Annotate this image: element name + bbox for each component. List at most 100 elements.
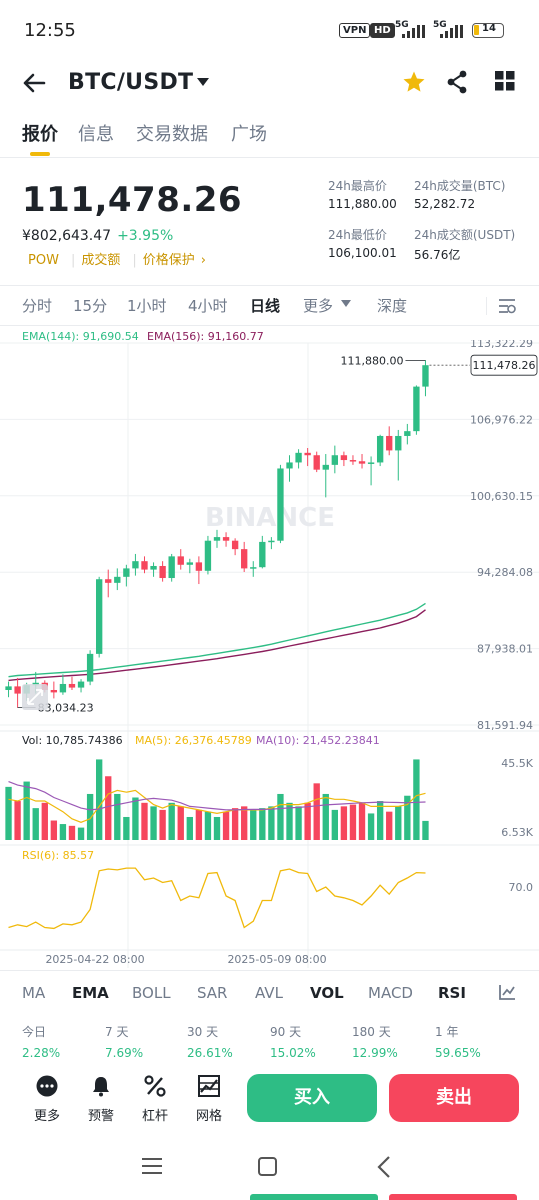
back-nav-icon[interactable] <box>377 1156 391 1178</box>
divider <box>0 157 539 158</box>
candle <box>150 565 157 570</box>
candle <box>105 579 112 583</box>
tab-quote[interactable]: 报价 <box>22 124 58 145</box>
indicator-settings-icon[interactable] <box>498 984 516 1001</box>
candle <box>86 653 94 682</box>
leverage-button[interactable]: 杠杆 <box>135 1075 175 1124</box>
volume-bar <box>50 820 58 840</box>
interval-15m[interactable]: 15分 <box>73 297 108 315</box>
ma5-line <box>8 789 426 823</box>
home-icon[interactable] <box>258 1157 277 1176</box>
volume-bar <box>14 801 21 840</box>
indicator-macd[interactable]: MACD <box>368 984 413 1002</box>
candle <box>14 686 21 694</box>
buy-button[interactable]: 买入 <box>247 1074 377 1122</box>
volume-bar <box>231 808 239 840</box>
volume-bar <box>358 802 366 840</box>
tag-links: POW | 成交额 | 价格保护 › <box>28 253 206 268</box>
interval-depth[interactable]: 深度 <box>377 297 408 315</box>
vol-btc-label: 24h成交量(BTC) <box>414 179 506 193</box>
alert-button[interactable]: 预警 <box>81 1075 121 1124</box>
tag-pow[interactable]: POW <box>28 253 59 268</box>
share-icon[interactable] <box>446 70 468 94</box>
interval-time[interactable]: 分时 <box>22 297 53 315</box>
vpn-badge: VPN <box>339 23 371 38</box>
volume-bar <box>41 802 48 840</box>
low-annotation: 83,034.23 <box>38 702 94 715</box>
tag-turnover[interactable]: 成交额 <box>81 253 121 268</box>
indicator-ma[interactable]: MA <box>22 984 46 1002</box>
volume-bar <box>395 806 402 840</box>
volume-bar <box>77 827 85 840</box>
volume-bar <box>5 786 12 840</box>
candle <box>95 579 103 654</box>
ma5-legend: MA(5): 26,376.45789 <box>135 734 252 747</box>
candle <box>68 683 76 688</box>
interval-1d[interactable]: 日线 <box>250 297 281 315</box>
volume-bar <box>59 824 67 840</box>
star-icon[interactable] <box>402 70 426 94</box>
high-annotation: 111,880.00 <box>340 354 403 367</box>
caret-down-icon[interactable] <box>341 300 351 307</box>
recent-apps-icon[interactable] <box>142 1158 162 1174</box>
indicator-avl[interactable]: AVL <box>255 984 283 1002</box>
indicator-ema[interactable]: EMA <box>72 984 109 1002</box>
tab-trading-data[interactable]: 交易数据 <box>136 124 208 145</box>
price-chart[interactable]: 113,322.29 106,976.22 100,630.15 94,284.08 8… <box>0 340 539 970</box>
indicator-rsi[interactable]: RSI <box>438 984 466 1002</box>
tab-square[interactable]: 广场 <box>231 124 267 145</box>
ema156-line <box>8 609 426 682</box>
y-tick-label: 87,938.01 <box>477 643 533 656</box>
divider <box>0 325 539 326</box>
candle <box>395 435 402 451</box>
volume-bar <box>86 793 94 840</box>
candle <box>376 435 384 463</box>
volume-bar <box>213 816 221 840</box>
perf-label-today: 今日 <box>22 1025 47 1039</box>
candle <box>286 462 293 469</box>
rsi-line <box>8 867 426 930</box>
watermark: BINANCE <box>205 503 335 533</box>
perf-label-180d: 180 天 <box>352 1025 391 1039</box>
sell-button[interactable]: 卖出 <box>389 1074 519 1122</box>
tag-price-protection[interactable]: 价格保护 <box>142 253 195 268</box>
volume-bar <box>404 795 411 840</box>
leverage-label: 杠杆 <box>141 1109 168 1124</box>
candle <box>114 576 121 583</box>
indicator-vol[interactable]: VOL <box>310 984 344 1002</box>
percent-icon <box>144 1075 166 1097</box>
volume-bar <box>141 802 148 840</box>
volume-bar <box>105 776 112 840</box>
candle <box>413 386 420 432</box>
more-button[interactable]: 更多 <box>27 1075 67 1124</box>
more-label: 更多 <box>33 1109 60 1124</box>
header: BTC/USDT <box>0 60 539 105</box>
candle <box>186 562 193 565</box>
volume-bar <box>268 806 275 840</box>
tab-info[interactable]: 信息 <box>78 124 114 145</box>
candle <box>404 431 411 436</box>
divider <box>0 970 539 971</box>
volume-bar <box>349 804 357 840</box>
price-cny: ¥802,643.47 +3.95% <box>22 228 173 244</box>
back-arrow-icon[interactable] <box>22 72 46 94</box>
interval-4h[interactable]: 4小时 <box>188 297 228 315</box>
layout-grid-icon[interactable] <box>495 71 515 91</box>
interval-more[interactable]: 更多 <box>303 297 334 315</box>
interval-1h[interactable]: 1小时 <box>127 297 167 315</box>
perf-label-90d: 90 天 <box>270 1025 302 1039</box>
candle <box>349 460 357 462</box>
perf-value-1y: 59.65% <box>435 1046 481 1060</box>
indicator-boll[interactable]: BOLL <box>132 984 171 1002</box>
caret-down-icon[interactable] <box>196 77 210 87</box>
pair-title[interactable]: BTC/USDT <box>68 70 194 95</box>
candle <box>177 556 184 565</box>
chevron-right-icon[interactable]: › <box>200 253 206 268</box>
candle <box>358 461 366 464</box>
chart-settings-icon[interactable] <box>498 298 516 314</box>
grid-button[interactable]: 网格 <box>189 1075 229 1124</box>
candle <box>231 540 239 550</box>
x-tick-label: 2025-05-09 08:00 <box>227 953 326 966</box>
battery-icon: 14 <box>472 23 504 38</box>
indicator-sar[interactable]: SAR <box>197 984 228 1002</box>
